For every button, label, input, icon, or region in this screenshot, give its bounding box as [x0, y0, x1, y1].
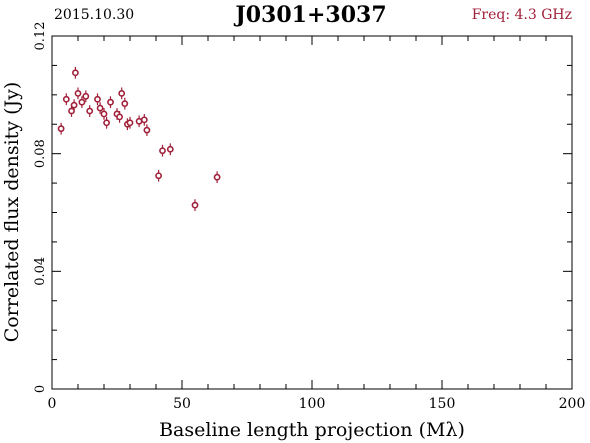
data-point: [82, 90, 90, 103]
point-marker: [159, 147, 166, 155]
x-tick-label: 100: [299, 396, 326, 412]
point-marker: [107, 98, 114, 106]
x-tick-label: 0: [48, 396, 57, 412]
data-point: [96, 102, 104, 114]
data-point: [213, 171, 221, 184]
y-tick-label: 0.12: [33, 22, 48, 51]
y-axis-label: Correlated flux density (Jy): [1, 82, 23, 343]
data-point: [86, 105, 94, 117]
data-point: [103, 116, 110, 129]
data-point: [78, 96, 86, 109]
point-marker: [155, 172, 162, 180]
data-point: [107, 96, 114, 109]
point-marker: [72, 69, 79, 77]
point-marker: [116, 113, 123, 121]
point-marker: [121, 100, 129, 108]
point-marker: [78, 98, 86, 106]
point-marker: [118, 89, 126, 97]
point-marker: [86, 107, 94, 115]
point-marker: [213, 173, 221, 181]
data-point: [135, 115, 143, 128]
data-point: [100, 108, 108, 120]
data-point: [121, 97, 129, 110]
chart-title: J0301+3037: [233, 2, 386, 28]
data-point: [191, 199, 199, 212]
point-marker: [74, 89, 82, 97]
point-marker: [94, 95, 101, 103]
x-tick-label: 150: [429, 396, 456, 412]
data-point: [126, 116, 134, 129]
data-point: [70, 99, 78, 112]
point-marker: [191, 201, 199, 209]
data-point: [143, 124, 151, 137]
point-marker: [82, 92, 90, 100]
data-point: [116, 111, 123, 123]
data-point: [72, 66, 79, 79]
axis-ticks: [51, 35, 573, 390]
point-marker: [166, 145, 174, 153]
point-marker: [57, 125, 65, 133]
data-point: [166, 143, 174, 156]
y-tick-label: 0.08: [33, 139, 48, 168]
axis-tick-labels: 0 50 100 150 200 0 0.04 0.08 0.12: [33, 22, 585, 412]
data-points: [57, 66, 221, 212]
y-tick-label: 0: [33, 385, 48, 393]
point-marker: [96, 104, 104, 112]
point-marker: [143, 126, 151, 134]
data-point: [118, 87, 126, 100]
point-marker: [100, 110, 108, 118]
point-marker: [126, 119, 134, 127]
point-marker: [70, 101, 78, 109]
data-point: [62, 93, 70, 106]
point-marker: [103, 119, 110, 127]
x-tick-label: 50: [173, 396, 191, 412]
point-marker: [68, 107, 75, 115]
data-point: [57, 122, 65, 135]
data-point: [159, 144, 166, 157]
data-point: [155, 169, 162, 182]
y-tick-label: 0.04: [33, 257, 48, 286]
plot-frame: [51, 35, 573, 390]
x-axis-label: Baseline length projection (Mλ): [159, 419, 465, 441]
freq-label: Freq: 4.3 GHz: [472, 7, 572, 23]
date-label: 2015.10.30: [54, 7, 134, 23]
data-point: [94, 93, 101, 106]
data-point: [140, 113, 148, 126]
point-marker: [62, 95, 70, 103]
x-tick-label: 200: [559, 396, 586, 412]
data-point: [74, 87, 82, 100]
point-marker: [140, 116, 148, 124]
